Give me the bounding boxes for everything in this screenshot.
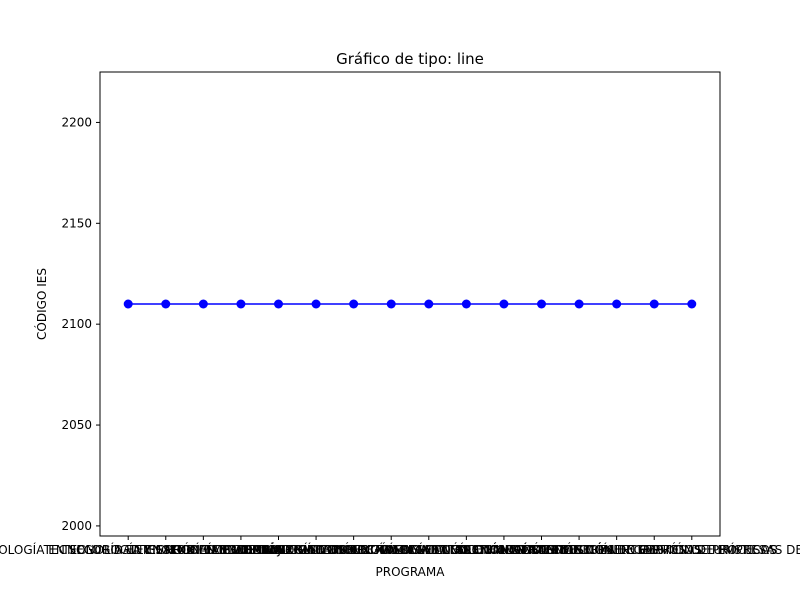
data-point <box>311 299 321 309</box>
x-tick-label: TECNOLOGÍA EN DESARROLLO DE SOFTWARE <box>140 542 416 557</box>
x-tick-label: TECNOLOGÍA EN GESTIÓN AMBIENTAL <box>351 542 581 557</box>
x-tick-label: TECNOLOGÍA EN GESTIÓN DEL TALENTO HUMANO <box>240 542 542 557</box>
x-tick-label: TECNOLOGÍA EN GESTIÓN DE EMPRESAS DE SAL… <box>536 542 800 557</box>
series-points <box>123 299 697 309</box>
data-point <box>649 299 659 309</box>
data-point <box>236 299 246 309</box>
y-tick-label: 2050 <box>61 418 92 432</box>
data-point <box>537 299 547 309</box>
x-axis-label: PROGRAMA <box>376 565 446 579</box>
data-point <box>574 299 584 309</box>
data-point <box>349 299 359 309</box>
data-point <box>273 299 283 309</box>
y-tick-label: 2100 <box>61 317 92 331</box>
x-tick-label: TECNOLOGÍA EN SEGURIDAD Y SALUD EN EL TR… <box>0 542 290 557</box>
x-tick-label: TECNOLOGÍA EN GESTIÓN CONTABLE <box>128 542 353 557</box>
x-tick-label: TECNOLOGÍA EN MERCADEO Y VENTAS <box>236 542 470 557</box>
x-tick-label: TECNOLOGÍA EN PROCESOS ADMINISTRATIVOS <box>61 542 344 557</box>
x-tick-label: TECNOLOGÍA EN GESTIÓN FINANCIERA <box>312 542 546 557</box>
data-point <box>386 299 396 309</box>
x-tick-label: TECNOLOGÍA EN GESTIÓN DE EMPRESAS TURÍST… <box>456 542 777 557</box>
data-point <box>687 299 697 309</box>
x-tick-label: TECNOLOGÍA EN GESTIÓN DE SERVICIOS <box>456 542 702 557</box>
x-tick-label: TECNOLOGÍA EN GESTIÓN EMPRESARIAL <box>43 542 288 557</box>
x-tick-label: TECNOLOGÍA EN GESTIÓN COMERCIAL <box>425 542 657 557</box>
data-point <box>123 299 133 309</box>
x-tick-label: TECNOLOGÍA EN GESTIÓN DE PROCESOS <box>530 542 778 557</box>
x-tick-label: TECNOLOGÍA EN GESTIÓN DE REDES <box>392 542 614 557</box>
data-point <box>198 299 208 309</box>
data-point <box>424 299 434 309</box>
data-point <box>161 299 171 309</box>
data-point <box>461 299 471 309</box>
y-tick-label: 2150 <box>61 216 92 230</box>
chart-title: Gráfico de tipo: line <box>336 50 484 68</box>
y-axis: 2000 2050 2100 2150 2200 <box>61 115 100 533</box>
x-axis: TECNOLOGÍA EN SEGURIDAD Y SALUD EN EL TR… <box>0 536 800 557</box>
x-tick-label: TECNOLOGÍA EN GESTIÓN LOGÍSTICA <box>203 542 429 557</box>
y-axis-label: CÓDIGO IES <box>34 268 49 340</box>
data-point <box>612 299 622 309</box>
data-point <box>499 299 509 309</box>
y-tick-label: 2000 <box>61 519 92 533</box>
y-tick-label: 2200 <box>61 115 92 129</box>
